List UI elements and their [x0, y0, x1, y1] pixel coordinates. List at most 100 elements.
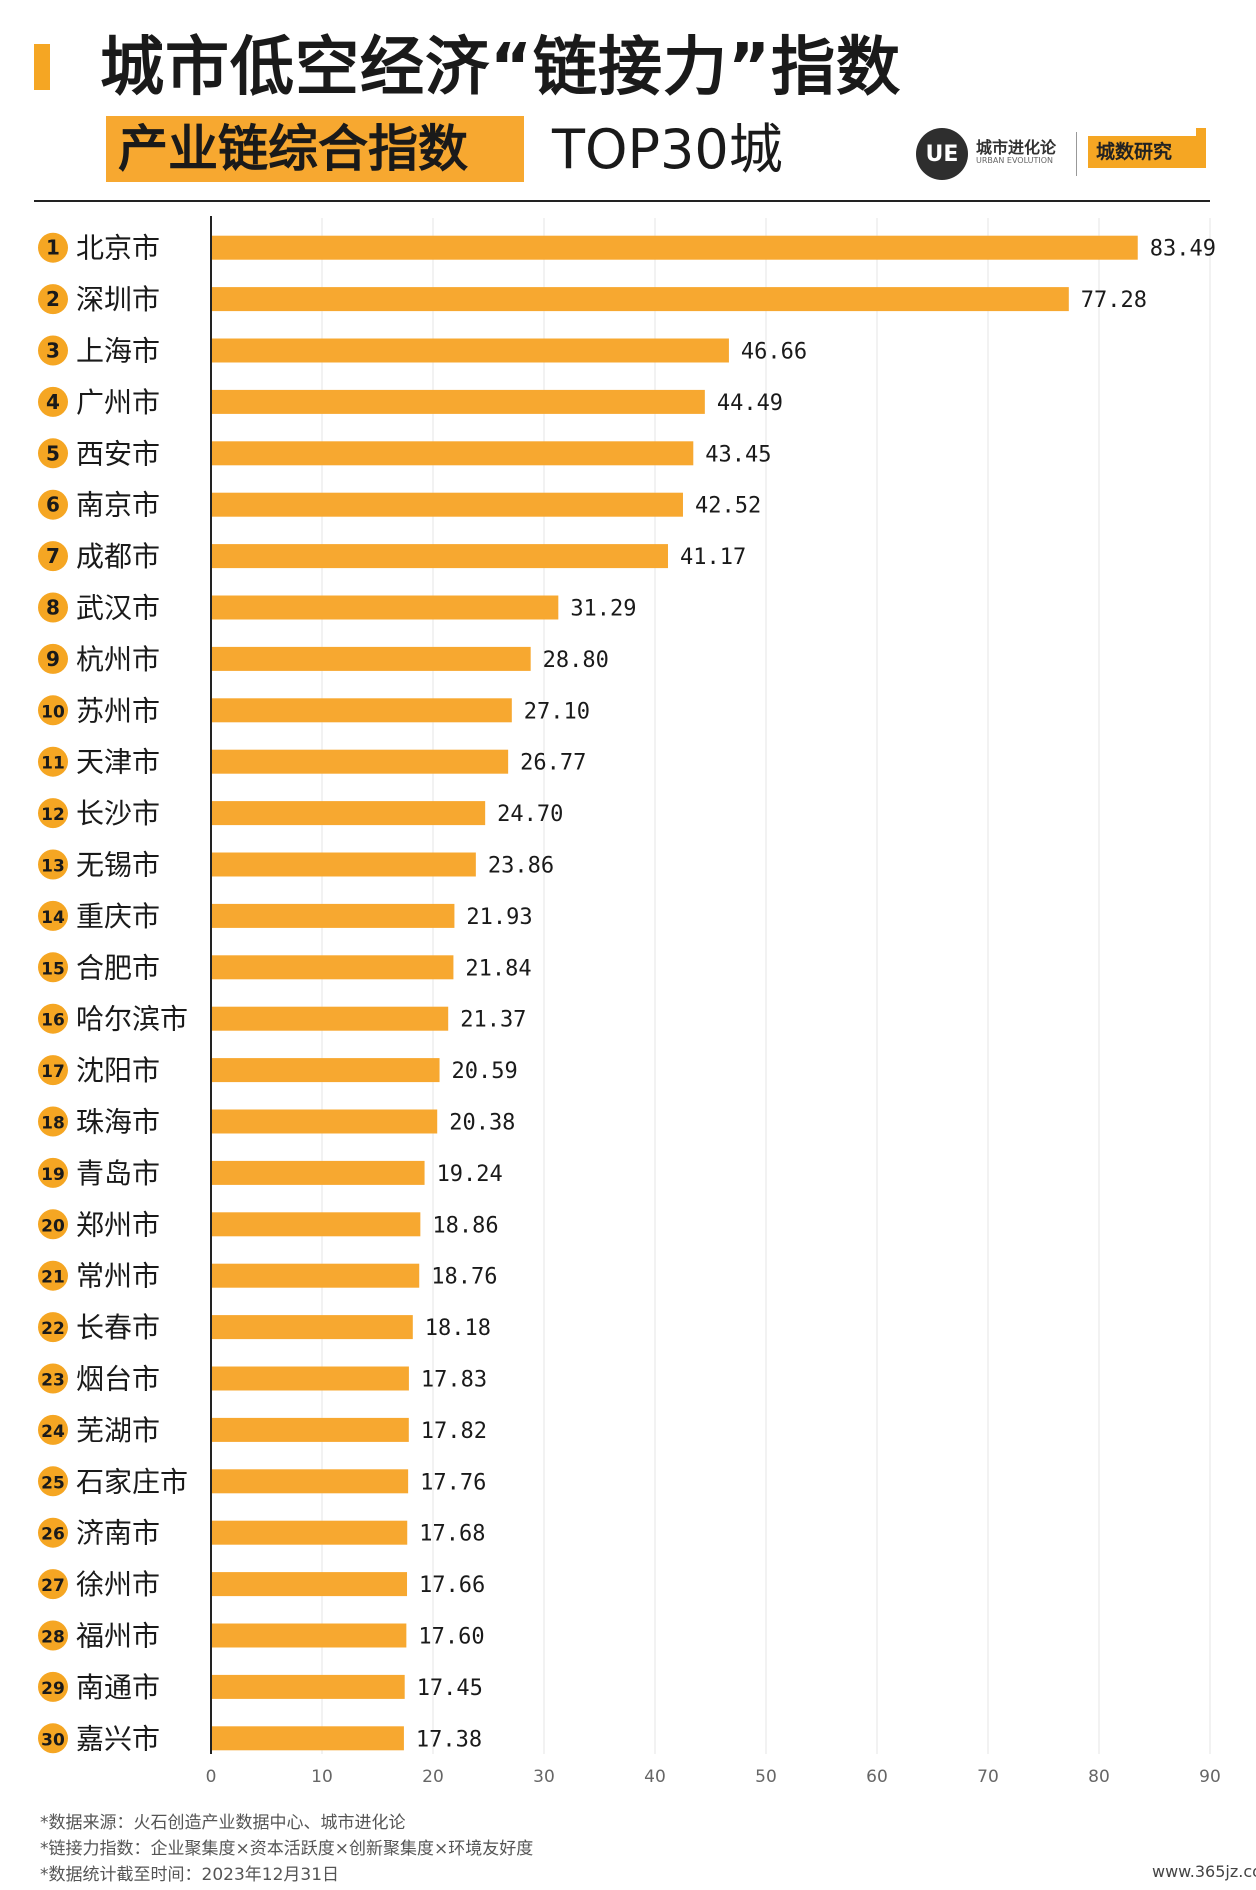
- bar: [212, 1366, 409, 1391]
- rank-number: 26: [41, 1525, 65, 1545]
- city-label: 长春市: [76, 1311, 160, 1344]
- rank-badge: [38, 1620, 68, 1651]
- rank-number: 5: [46, 441, 60, 465]
- value-label: 24.70: [497, 802, 563, 827]
- value-label: 20.38: [449, 1111, 515, 1136]
- bar: [212, 1726, 404, 1751]
- rank-number: 22: [41, 1319, 65, 1339]
- city-label: 长沙市: [76, 797, 160, 830]
- rank-badge: [38, 1723, 68, 1754]
- rank-badge: [38, 386, 68, 417]
- city-label: 武汉市: [76, 592, 160, 625]
- value-label: 17.76: [420, 1470, 486, 1495]
- bar: [212, 1623, 407, 1648]
- rank-badge: [38, 1569, 68, 1600]
- bar: [212, 1109, 438, 1134]
- rank-number: 29: [41, 1679, 65, 1699]
- city-label: 无锡市: [76, 849, 160, 882]
- bar: [212, 235, 1138, 260]
- research-tag: 城数研究: [1088, 136, 1206, 168]
- value-label: 83.49: [1150, 237, 1216, 262]
- x-tick-label: 20: [422, 1767, 444, 1787]
- x-tick-label: 70: [977, 1767, 999, 1787]
- rank-number: 10: [41, 702, 65, 722]
- bar: [212, 801, 486, 826]
- bar: [212, 1058, 440, 1083]
- x-tick-label: 40: [644, 1767, 666, 1787]
- rank-number: 25: [41, 1473, 65, 1493]
- footer-formula: *链接力指数：企业聚集度×资本活跃度×创新聚集度×环境友好度: [40, 1839, 534, 1859]
- page-title: 城市低空经济“链接力”指数: [100, 31, 902, 105]
- rank-number: 28: [41, 1628, 65, 1648]
- city-label: 济南市: [76, 1517, 160, 1550]
- value-label: 77.28: [1081, 288, 1147, 313]
- rank-badge: [38, 232, 68, 263]
- bar: [212, 287, 1069, 312]
- city-label: 南通市: [76, 1671, 160, 1704]
- rank-number: 17: [41, 1062, 65, 1082]
- x-tick-label: 80: [1088, 1767, 1110, 1787]
- rank-badge: [38, 798, 68, 829]
- logo-name: 城市进化论: [976, 138, 1057, 157]
- rank-badge: [38, 592, 68, 623]
- city-label: 上海市: [76, 335, 160, 368]
- logo-icon: UE: [916, 128, 968, 180]
- value-label: 18.76: [431, 1265, 497, 1290]
- bar-chart: 0 10 20 30 40 50 60 70 80 90 1 北京市 83.49 2 深圳市 77.28 3 上海…: [38, 216, 1221, 1787]
- value-label: 26.77: [520, 751, 586, 776]
- rank-badge: [38, 1466, 68, 1497]
- subtitle-highlight: [106, 116, 524, 182]
- rank-badge: [38, 489, 68, 520]
- value-label: 17.82: [421, 1419, 487, 1444]
- rank-number: 21: [41, 1268, 65, 1288]
- rank-number: 11: [41, 754, 65, 774]
- city-label: 嘉兴市: [76, 1722, 160, 1755]
- bar: [212, 955, 454, 980]
- subtitle: 产业链综合指数: [118, 120, 468, 178]
- bar: [212, 1263, 420, 1288]
- rank-badge: [38, 952, 68, 983]
- bar: [212, 852, 476, 877]
- bar: [212, 1212, 421, 1237]
- city-label: 西安市: [76, 437, 160, 470]
- rank-number: 8: [46, 596, 60, 620]
- city-label: 珠海市: [76, 1106, 160, 1139]
- city-label: 芜湖市: [76, 1414, 160, 1447]
- rank-number: 1: [46, 236, 60, 260]
- city-label: 烟台市: [76, 1363, 160, 1396]
- value-label: 17.60: [418, 1625, 484, 1650]
- rank-badge: [38, 1106, 68, 1137]
- city-label: 沈阳市: [76, 1054, 160, 1087]
- value-label: 23.86: [488, 854, 554, 879]
- bar: [212, 389, 705, 414]
- rank-badge: [38, 1003, 68, 1034]
- rank-badge: [38, 1414, 68, 1445]
- city-label: 徐州市: [76, 1568, 160, 1601]
- value-label: 42.52: [695, 494, 761, 519]
- x-tick-label: 50: [755, 1767, 777, 1787]
- rank-number: 14: [41, 908, 65, 928]
- value-label: 17.66: [419, 1573, 485, 1598]
- bar: [212, 1469, 409, 1494]
- city-label: 郑州市: [76, 1208, 160, 1241]
- footer-source: *数据来源：火石创造产业数据中心、城市进化论: [40, 1813, 406, 1833]
- value-label: 41.17: [680, 545, 746, 570]
- rank-number: 16: [41, 1011, 65, 1031]
- rank-badge: [38, 900, 68, 931]
- bar: [212, 1572, 408, 1597]
- rank-number: 30: [41, 1730, 65, 1750]
- site-watermark: www.365jz.com: [1152, 1862, 1256, 1881]
- x-tick-label: 10: [311, 1767, 333, 1787]
- city-label: 广州市: [76, 386, 160, 419]
- rank-number: 27: [41, 1576, 65, 1596]
- footer-cutoff: *数据统计截至时间：2023年12月31日: [40, 1865, 340, 1885]
- x-tick-label: 0: [206, 1767, 217, 1787]
- bar: [212, 492, 683, 517]
- value-label: 28.80: [543, 648, 609, 673]
- bar: [212, 441, 694, 466]
- value-label: 19.24: [437, 1162, 503, 1187]
- value-label: 20.59: [452, 1059, 518, 1084]
- tag-corner-mark: [1196, 128, 1206, 138]
- value-label: 21.37: [460, 1008, 526, 1033]
- rank-number: 15: [41, 959, 65, 979]
